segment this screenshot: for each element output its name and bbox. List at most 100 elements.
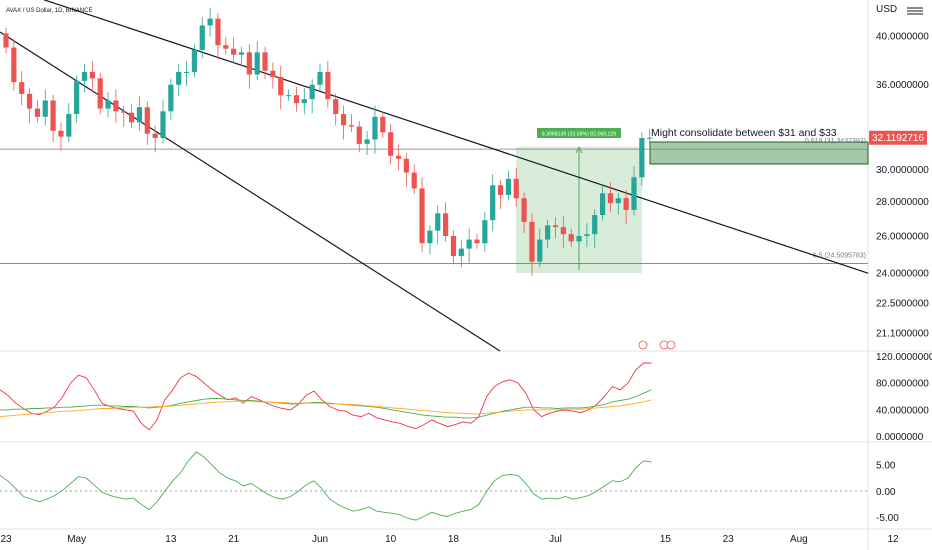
time-tick-label: 18 xyxy=(448,534,460,545)
time-tick-label: 23 xyxy=(0,534,12,545)
oscillator-series-line xyxy=(0,451,652,521)
candle-body xyxy=(325,72,331,100)
candle-body xyxy=(584,234,590,236)
rsi-tick-label: 0.0000000 xyxy=(876,432,924,443)
oscillator-lines xyxy=(0,451,652,521)
price-tick-label: 21.1000000 xyxy=(876,329,929,340)
candle-body xyxy=(647,137,653,139)
candle-body xyxy=(121,111,127,113)
candle-body xyxy=(623,198,629,210)
candle-body xyxy=(639,138,645,178)
oscillator-tick-label: 5.00 xyxy=(876,461,896,472)
rsi-axis: 120.0000000 80.0000000 40.0000000 0.0000000 xyxy=(876,352,932,443)
candle-body xyxy=(144,107,150,134)
candle-body xyxy=(50,100,56,131)
candle-body xyxy=(372,116,378,140)
price-tick-label: 30.0000000 xyxy=(876,165,929,176)
candle-body xyxy=(231,48,237,55)
candle-body xyxy=(11,47,17,83)
candle-body xyxy=(136,107,143,123)
price-tick-label: 36.0000000 xyxy=(876,80,929,91)
candle-body xyxy=(466,239,472,249)
candle-body xyxy=(89,72,95,79)
candle-body xyxy=(113,100,119,112)
candle-body xyxy=(270,70,276,78)
price-tick-label: 28.0000000 xyxy=(876,197,929,208)
range-label: 8.3068139 (33.58%) 82,068,129 xyxy=(542,132,617,138)
candle-body xyxy=(568,234,574,242)
rsi-series-line xyxy=(0,399,652,418)
annotation-text: Might consolidate between $31 and $33 xyxy=(651,127,837,139)
candle-body xyxy=(191,49,197,73)
candle-body xyxy=(176,72,182,85)
candle-body xyxy=(364,139,370,144)
candle-body xyxy=(254,52,260,75)
candle-body xyxy=(183,72,190,74)
oscillator-tick-label: 0.00 xyxy=(876,487,896,498)
candle-body xyxy=(411,172,417,189)
candle-body xyxy=(278,77,284,96)
symbol-label: AVAX / US Dollar, 1D, BINANCE xyxy=(6,8,92,14)
candle-body xyxy=(631,177,637,210)
price-tick-label: 22.5000000 xyxy=(876,299,929,310)
candle-body xyxy=(309,84,315,100)
time-tick-label: 23 xyxy=(723,534,735,545)
time-tick-label: 12 xyxy=(887,534,899,545)
candle-body xyxy=(26,93,33,109)
candle-body xyxy=(474,239,480,244)
candle-body xyxy=(152,133,158,139)
candle-body xyxy=(58,130,64,137)
time-tick-label: 15 xyxy=(660,534,672,545)
candle-body xyxy=(458,248,464,257)
candle-body xyxy=(348,125,354,127)
candle-body xyxy=(380,116,386,133)
candle-body xyxy=(615,198,621,204)
time-tick-label: Aug xyxy=(790,534,808,545)
menu-icon[interactable] xyxy=(904,5,926,17)
candle-body xyxy=(403,158,409,173)
candle-body xyxy=(293,95,300,104)
event-icon[interactable] xyxy=(638,340,676,350)
candle-body xyxy=(435,213,441,231)
candles xyxy=(3,7,653,276)
price-tick-label: 26.0000000 xyxy=(876,231,929,242)
time-tick-label: Jul xyxy=(549,534,562,545)
candle-body xyxy=(238,52,245,55)
candle-body xyxy=(246,52,252,75)
price-tick-label: 40.0000000 xyxy=(876,31,929,42)
candle-body xyxy=(199,25,205,50)
candle-body xyxy=(592,215,598,235)
trendline-upper[interactable] xyxy=(0,0,869,274)
rsi-lines xyxy=(0,362,652,431)
last-price-label: 32.1192716 xyxy=(872,133,925,144)
candle-body xyxy=(388,132,394,156)
candle-body xyxy=(207,18,213,26)
candle-body xyxy=(537,239,543,262)
candle-body xyxy=(66,114,72,137)
candle-body xyxy=(497,185,504,195)
rsi-tick-label: 80.0000000 xyxy=(876,379,929,390)
rsi-tick-label: 120.0000000 xyxy=(876,352,932,363)
consolidation-zone[interactable] xyxy=(649,141,869,165)
price-axis: 40.0000000 36.0000000 30.0000000 28.0000000… xyxy=(876,31,929,339)
candle-body xyxy=(529,221,535,262)
time-tick-label: 10 xyxy=(385,534,397,545)
fib-label-05: 0.5 (24.5095783) xyxy=(813,252,866,259)
candle-body xyxy=(262,52,268,71)
candle-body xyxy=(607,193,614,204)
candle-body xyxy=(340,114,347,126)
rsi-series-line xyxy=(0,389,652,419)
candle-body xyxy=(450,235,457,257)
candle-body xyxy=(34,108,40,117)
candle-body xyxy=(552,225,559,228)
candle-body xyxy=(105,100,111,109)
trendline-lower[interactable] xyxy=(0,31,501,352)
rsi-series-line xyxy=(0,362,652,431)
candle-body xyxy=(505,178,511,195)
candle-body xyxy=(482,220,488,244)
candle-body xyxy=(19,82,25,94)
candle-body xyxy=(317,72,323,85)
currency-label: USD xyxy=(876,4,897,15)
oscillator-tick-label: -5.00 xyxy=(876,513,899,524)
